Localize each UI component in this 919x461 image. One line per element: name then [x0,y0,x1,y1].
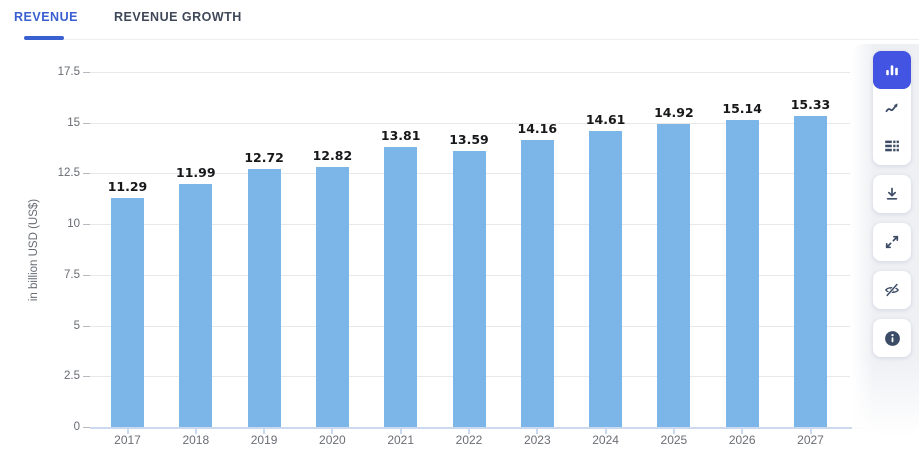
download-icon [884,186,900,202]
chart-type-switcher [873,51,911,165]
tab-revenue-growth[interactable]: REVENUE GROWTH [114,10,242,24]
table-icon [884,138,900,154]
hide-chart-button[interactable] [873,271,911,309]
x-axis-label: 2025 [660,433,688,447]
bar-value-label: 15.33 [790,97,831,113]
y-tick [83,274,90,276]
bar-chart-view-button[interactable] [873,51,911,89]
y-tick-label: 10 [67,218,80,231]
x-tick [536,428,539,434]
table-view-button[interactable] [873,127,911,165]
y-tick [83,173,90,175]
line-chart-view-button[interactable] [873,89,911,127]
download-card [873,175,911,213]
x-axis-label: 2023 [523,433,551,447]
bar[interactable] [111,197,144,427]
active-tab-underline [24,36,64,40]
bar-value-label: 14.92 [654,105,694,121]
bar[interactable] [384,146,418,427]
hide-card [873,271,911,309]
bar-value-label: 11.29 [107,178,148,194]
x-tick [468,428,470,434]
x-axis-label: 2019 [250,433,278,447]
y-tick-label: 12.5 [57,167,80,180]
x-tick [263,428,266,434]
info-icon [884,330,901,347]
hide-icon [884,282,900,298]
x-axis-label: 2017 [114,433,141,447]
y-gridline [90,72,850,73]
y-axis-title: in billion USD (US$) [28,198,40,302]
bar-value-label: 13.59 [449,132,489,148]
x-tick [194,428,197,434]
x-axis-label: 2020 [319,433,346,447]
bar[interactable] [589,130,623,427]
x-tick [331,428,334,434]
bar-value-label: 15.14 [722,100,762,116]
tab-revenue[interactable]: REVENUE [14,10,78,24]
y-tick [83,224,90,226]
x-tick [126,428,129,434]
bar[interactable] [179,183,213,427]
y-tick [83,376,90,378]
y-tick [83,122,90,124]
x-axis-line [90,427,866,429]
bar-value-label: 14.16 [517,120,558,136]
bar-value-label: 12.82 [312,147,353,163]
bar[interactable] [520,139,554,427]
x-tick [399,428,402,434]
download-button[interactable] [873,175,911,213]
bar[interactable] [725,119,759,427]
x-tick [741,428,744,434]
y-tick [83,325,90,327]
bar[interactable] [247,168,281,427]
x-axis-label: 2024 [592,433,619,447]
fullscreen-card [873,223,911,261]
line-chart-icon [884,100,900,116]
y-tick-label: 7.5 [64,268,80,281]
header-divider [25,39,919,40]
y-tick-label: 17.5 [57,66,80,78]
y-gridline [90,122,850,124]
y-tick-label: 0 [73,421,80,433]
info-card [873,319,911,357]
y-tick [83,72,90,73]
info-button[interactable] [873,319,911,357]
x-axis-label: 2026 [728,433,756,447]
bar-value-label: 12.72 [244,149,284,165]
x-axis-label: 2027 [797,433,824,447]
bar[interactable] [315,166,349,427]
y-tick-label: 15 [67,116,80,129]
fullscreen-button[interactable] [873,223,911,261]
y-tick [83,427,90,428]
x-tick [672,428,675,434]
bar[interactable] [794,116,827,427]
bar-value-label: 11.99 [176,164,216,180]
bar-chart-icon [884,62,900,78]
x-axis-label: 2022 [455,433,483,447]
x-tick [604,428,607,434]
bar[interactable] [657,124,691,427]
x-tick [809,428,812,434]
y-tick-label: 2.5 [64,370,80,383]
x-axis-label: 2021 [387,433,415,447]
x-axis-label: 2018 [182,433,210,447]
bar[interactable] [452,151,486,427]
bar-value-label: 14.61 [585,111,626,127]
bar-value-label: 13.81 [380,127,421,143]
fullscreen-icon [884,234,900,250]
y-tick-label: 5 [73,319,80,332]
